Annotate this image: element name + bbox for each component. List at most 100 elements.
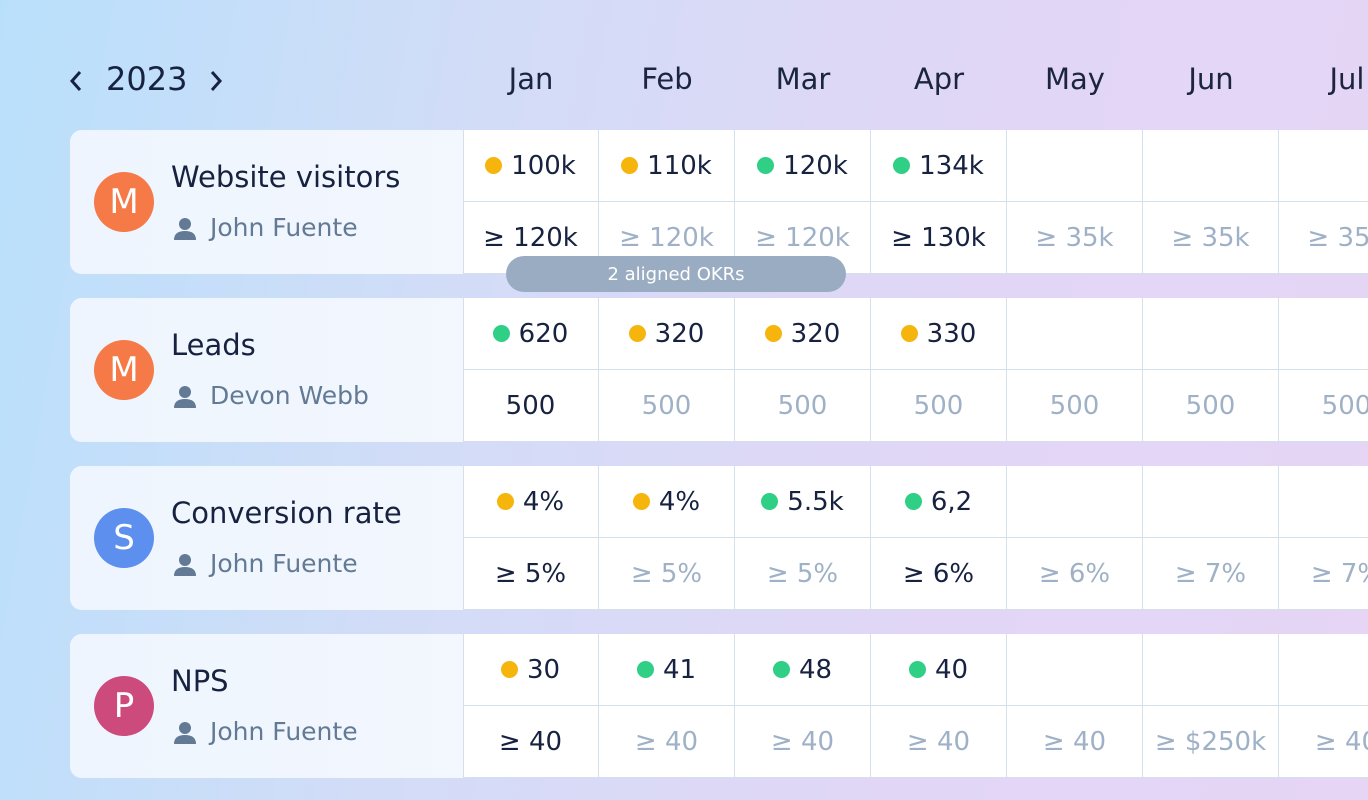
- actual-cell: 41: [599, 634, 735, 706]
- actual-cell: 48: [735, 634, 871, 706]
- target-value: ≥ 120k: [755, 222, 850, 253]
- target-value: 500: [1049, 390, 1100, 421]
- actual-value: 320: [790, 318, 841, 349]
- actual-value: 330: [926, 318, 977, 349]
- owner-icon: [174, 218, 196, 240]
- target-cell: ≥ 40: [599, 706, 735, 778]
- target-value: 500: [777, 390, 828, 421]
- actual-cell: 620: [463, 298, 599, 370]
- target-value: 500: [913, 390, 964, 421]
- actual-cell: [1279, 130, 1368, 202]
- actual-cell: [1143, 130, 1279, 202]
- metric-row[interactable]: M Website visitors John Fuente 100k ≥ 120k 11…: [70, 130, 1368, 274]
- actual-cell: [1143, 634, 1279, 706]
- next-year[interactable]: [206, 68, 226, 94]
- actual-value: 4%: [522, 486, 565, 517]
- metric-info: S Conversion rate John Fuente: [70, 466, 464, 610]
- status-dot: [904, 493, 922, 510]
- actual-cell: 110k: [599, 130, 735, 202]
- status-dot: [492, 325, 510, 342]
- prev-year[interactable]: [66, 68, 86, 94]
- actual-value: 4%: [658, 486, 701, 517]
- actual-cell: [1143, 466, 1279, 538]
- status-dot: [500, 661, 518, 678]
- target-value: ≥ 6%: [1038, 558, 1111, 589]
- target-cell: ≥ 40: [1279, 706, 1368, 778]
- avatar: P: [94, 676, 154, 736]
- target-cell: ≥ 40: [463, 706, 599, 778]
- target-cell: ≥ 5%: [463, 538, 599, 610]
- month-label: Jul: [1329, 62, 1365, 96]
- target-cell: ≥ 35k: [1279, 202, 1368, 274]
- target-value: ≥ 6%: [902, 558, 975, 589]
- target-value: 500: [1321, 390, 1368, 421]
- owner-name: John Fuente: [210, 549, 358, 578]
- target-value: ≥ 130k: [891, 222, 986, 253]
- month-label: Jun: [1188, 62, 1234, 96]
- metric-info: M Website visitors John Fuente: [70, 130, 464, 274]
- owner-icon: [174, 722, 196, 744]
- actual-cell: [1279, 298, 1368, 370]
- actual-cell: [1143, 298, 1279, 370]
- actual-value: 48: [798, 654, 833, 685]
- actual-cell: 100k: [463, 130, 599, 202]
- metric-title: NPS: [171, 664, 229, 698]
- target-cell: 500: [599, 370, 735, 442]
- actual-value: 30: [526, 654, 561, 685]
- actual-cell: 320: [735, 298, 871, 370]
- actual-value: 100k: [511, 150, 576, 181]
- target-value: ≥ 7%: [1310, 558, 1368, 589]
- target-cell: 500: [1279, 370, 1368, 442]
- target-cell: ≥ 130k: [871, 202, 1007, 274]
- status-dot: [757, 157, 775, 174]
- month-label: May: [1045, 62, 1105, 96]
- status-dot: [621, 157, 639, 174]
- target-value: ≥ 5%: [630, 558, 703, 589]
- actual-value: 6,2: [930, 486, 973, 517]
- status-dot: [632, 493, 650, 510]
- target-value: ≥ 40: [634, 726, 699, 757]
- target-cell: ≥ 7%: [1143, 538, 1279, 610]
- avatar: M: [94, 340, 154, 400]
- target-value: ≥ 40: [498, 726, 563, 757]
- month-label: Apr: [913, 62, 965, 96]
- status-dot: [761, 493, 779, 510]
- target-value: ≥ 40: [906, 726, 971, 757]
- target-cell: ≥ 40: [735, 706, 871, 778]
- target-cell: ≥ 40: [871, 706, 1007, 778]
- target-cell: 500: [1007, 370, 1143, 442]
- owner-name: John Fuente: [210, 717, 358, 746]
- metric-row[interactable]: S Conversion rate John Fuente 4% ≥ 5% 4% ≥ 5% 5…: [70, 466, 1368, 610]
- target-cell: ≥ 40: [1007, 706, 1143, 778]
- status-dot: [636, 661, 654, 678]
- actual-cell: [1279, 466, 1368, 538]
- actual-cell: [1007, 298, 1143, 370]
- aligned-okrs-pill[interactable]: 2 aligned OKRs: [506, 256, 846, 292]
- actual-cell: 4%: [599, 466, 735, 538]
- actual-cell: 4%: [463, 466, 599, 538]
- actual-cell: 330: [871, 298, 1007, 370]
- actual-cell: 30: [463, 634, 599, 706]
- target-cell: ≥ 5%: [599, 538, 735, 610]
- target-cell: ≥ 7%: [1279, 538, 1368, 610]
- actual-cell: 6,2: [871, 466, 1007, 538]
- month-label: Jan: [508, 62, 554, 96]
- target-value: ≥ 120k: [483, 222, 578, 253]
- status-dot: [893, 157, 911, 174]
- target-value: ≥ 35k: [1035, 222, 1114, 253]
- metric-row[interactable]: M Leads Devon Webb 620 500 320 500 320 500 330 500…: [70, 298, 1368, 442]
- avatar: S: [94, 508, 154, 568]
- actual-value: 320: [654, 318, 705, 349]
- actual-cell: [1007, 634, 1143, 706]
- actual-value: 40: [934, 654, 969, 685]
- avatar: M: [94, 172, 154, 232]
- target-cell: ≥ 120k: [735, 202, 871, 274]
- actual-value: 5.5k: [787, 486, 844, 517]
- status-dot: [900, 325, 918, 342]
- target-value: 500: [1185, 390, 1236, 421]
- target-value: ≥ 35k: [1171, 222, 1250, 253]
- target-value: ≥ $250k: [1154, 726, 1267, 757]
- target-cell: 500: [871, 370, 1007, 442]
- status-dot: [908, 661, 926, 678]
- metric-row[interactable]: P NPS John Fuente 30 ≥ 40 41 ≥ 40 48 ≥ 40 40 ≥ 40 ≥…: [70, 634, 1368, 778]
